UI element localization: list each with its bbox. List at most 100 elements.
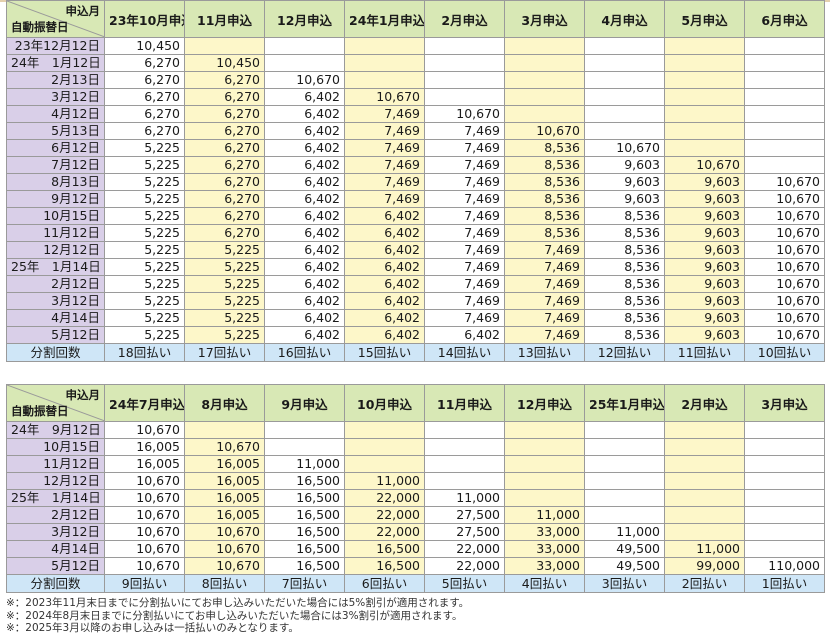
table-row: 5月13日 6,270 6,270 6,402 7,469 7,469 10,670 [6,122,825,140]
col-header: 3月申込 [504,0,585,38]
amount-cell: 16,500 [264,489,345,507]
col-header: 8月申込 [184,384,265,422]
col-header: 6月申込 [744,0,825,38]
amount-cell: 10,670 [744,190,825,208]
amount-cell: 6,270 [184,173,265,191]
amount-cell [664,54,745,72]
amount-cell: 6,402 [264,241,345,259]
amount-cell [424,455,505,473]
amount-cell [344,438,425,456]
payment-schedule-table-1: 申込月 自動振替日 23年10月申込 11月申込 12月申込 24年1月申込 2… [6,0,825,362]
amount-cell [344,71,425,89]
amount-cell: 8,536 [504,173,585,191]
amount-cell: 10,670 [104,489,185,507]
col-header: 11月申込 [424,384,505,422]
amount-cell: 7,469 [424,309,505,327]
table-row: 9月12日 5,225 6,270 6,402 7,469 7,469 8,536 9,603… [6,190,825,208]
installment-count-cell: 11回払い [664,343,745,362]
amount-cell: 9,603 [584,190,665,208]
amount-cell: 10,670 [424,105,505,123]
amount-cell [744,455,825,473]
table-header-row: 申込月 自動振替日 23年10月申込 11月申込 12月申込 24年1月申込 2… [6,0,825,38]
installment-count-cell: 16回払い [264,343,345,362]
amount-cell: 8,536 [584,292,665,310]
amount-cell: 7,469 [344,105,425,123]
table-row: 2月12日 10,670 16,005 16,500 22,000 27,500 11,00… [6,506,825,524]
amount-cell [264,37,345,55]
amount-cell [744,105,825,123]
amount-cell [584,54,665,72]
installment-count-cell: 13回払い [504,343,585,362]
amount-cell: 5,225 [104,241,185,259]
amount-cell [264,438,345,456]
amount-cell: 7,469 [344,122,425,140]
col-header: 25年1月申込 [584,384,665,422]
amount-cell: 6,270 [184,105,265,123]
corner-debit-date-label: 自動振替日 [11,20,69,34]
amount-cell: 7,469 [424,173,505,191]
amount-cell: 10,670 [104,506,185,524]
amount-cell: 6,402 [344,241,425,259]
amount-cell [264,54,345,72]
amount-cell: 16,500 [264,540,345,558]
debit-date-cell: 11月12日 [6,224,105,242]
amount-cell [344,421,425,439]
installment-count-cell: 7回払い [264,574,345,593]
amount-cell [584,105,665,123]
amount-cell: 6,270 [184,71,265,89]
amount-cell: 8,536 [504,207,585,225]
table-gap [6,362,824,384]
table-row: 12月12日 10,670 16,005 16,500 11,000 [6,472,825,490]
amount-cell: 9,603 [664,292,745,310]
debit-date-cell: 6月12日 [6,139,105,157]
amount-cell [504,105,585,123]
corner-application-month-label: 申込月 [65,388,101,402]
amount-cell: 6,402 [264,258,345,276]
amount-cell: 16,500 [264,472,345,490]
amount-cell: 22,000 [424,540,505,558]
amount-cell: 6,270 [104,71,185,89]
table-row: 2月13日 6,270 6,270 10,670 [6,71,825,89]
debit-date-cell: 24年 1月12日 [6,54,105,72]
amount-cell: 9,603 [664,326,745,344]
amount-cell [504,438,585,456]
table-row: 4月12日 6,270 6,270 6,402 7,469 10,670 [6,105,825,123]
amount-cell: 7,469 [424,241,505,259]
amount-cell: 6,402 [264,156,345,174]
installment-count-cell: 14回払い [424,343,505,362]
col-header: 2月申込 [424,0,505,38]
amount-cell: 16,500 [264,557,345,575]
amount-cell [504,421,585,439]
amount-cell [344,54,425,72]
amount-cell: 7,469 [504,241,585,259]
table-row: 12月12日 5,225 5,225 6,402 6,402 7,469 7,469 8,53… [6,241,825,259]
amount-cell [504,71,585,89]
amount-cell: 10,670 [584,139,665,157]
debit-date-cell: 10月15日 [6,207,105,225]
table-row: 25年 1月14日 10,670 16,005 16,500 22,000 11,000 [6,489,825,507]
amount-cell: 9,603 [664,224,745,242]
table-row: 11月12日 16,005 16,005 11,000 [6,455,825,473]
amount-cell: 11,000 [424,489,505,507]
amount-cell [184,37,265,55]
debit-date-cell: 24年 9月12日 [6,421,105,439]
amount-cell: 11,000 [344,472,425,490]
amount-cell: 10,670 [104,523,185,541]
amount-cell: 22,000 [424,557,505,575]
amount-cell: 7,469 [344,139,425,157]
table-row: 2月12日 5,225 5,225 6,402 6,402 7,469 7,469 8,536… [6,275,825,293]
installment-count-cell: 15回払い [344,343,425,362]
amount-cell [744,122,825,140]
amount-cell: 10,450 [104,37,185,55]
amount-cell: 16,005 [184,472,265,490]
amount-cell [664,506,745,524]
amount-cell [744,421,825,439]
amount-cell: 5,225 [184,258,265,276]
table-row: 24年 1月12日 6,270 10,450 [6,54,825,72]
amount-cell: 7,469 [504,258,585,276]
col-header: 9月申込 [264,384,345,422]
amount-cell: 7,469 [504,292,585,310]
amount-cell: 6,270 [184,190,265,208]
amount-cell [584,438,665,456]
schedule-container: 申込月 自動振替日 23年10月申込 11月申込 12月申込 24年1月申込 2… [6,0,825,635]
